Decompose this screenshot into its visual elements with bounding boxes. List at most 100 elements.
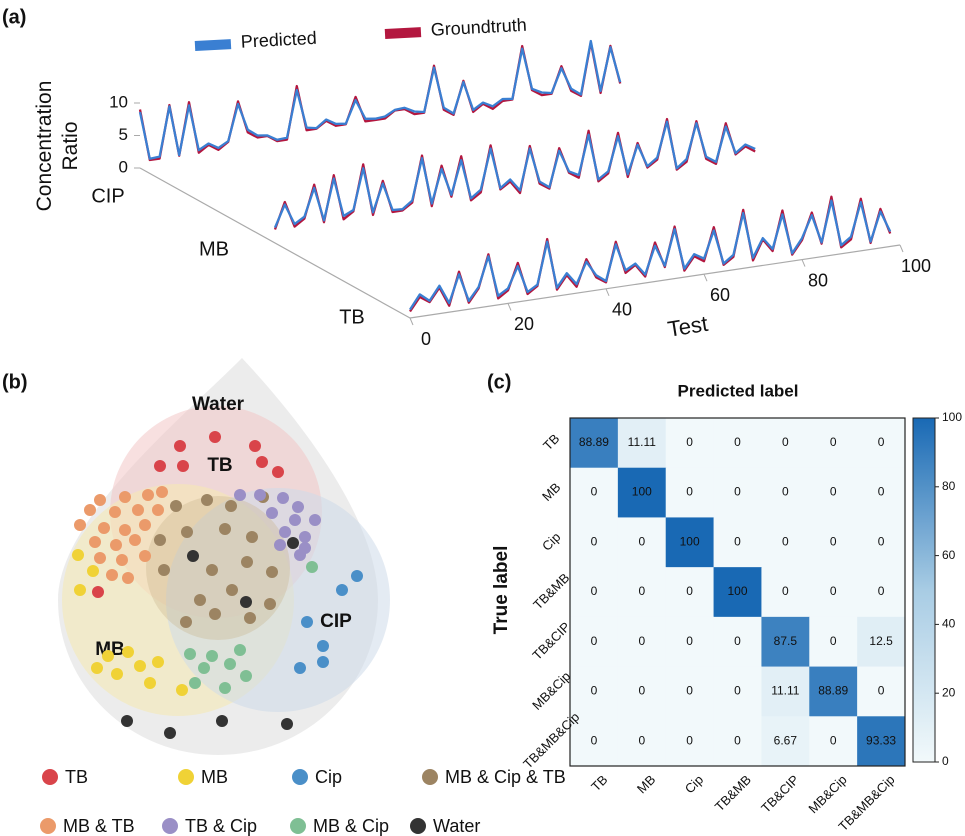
row-label: TB&CIP	[529, 619, 573, 663]
legend-marker	[410, 818, 426, 834]
sample-dot	[89, 536, 101, 548]
x-tick	[802, 260, 805, 267]
sample-dot	[249, 440, 261, 452]
cell-label: 0	[830, 584, 837, 598]
sample-dot	[74, 519, 86, 531]
line-series	[275, 122, 755, 228]
z-tick-label: CIP	[91, 185, 124, 207]
sample-dot	[272, 466, 284, 478]
cell-label: 12.5	[869, 634, 893, 648]
cell-label: 0	[782, 485, 789, 499]
cell-label: 0	[686, 584, 693, 598]
x-axis-label: Test	[666, 311, 710, 342]
cell-label: 0	[734, 485, 741, 499]
cell-label: 0	[591, 733, 598, 747]
panel-label: (b)	[2, 371, 28, 393]
sample-dot	[119, 491, 131, 503]
sample-dot	[309, 514, 321, 526]
legend-marker	[40, 818, 56, 834]
sample-dot	[164, 727, 176, 739]
sample-dot	[87, 565, 99, 577]
cell-label: 0	[830, 634, 837, 648]
column-label: MB&Cip	[805, 772, 849, 816]
sample-dot	[119, 524, 131, 536]
sample-dot	[351, 570, 363, 582]
heatmap-ylabel: True label	[491, 546, 512, 635]
sample-dot	[152, 656, 164, 668]
legend-marker	[162, 818, 178, 834]
cell-label: 0	[686, 634, 693, 648]
cell-label: 0	[638, 634, 645, 648]
sample-dot	[299, 531, 311, 543]
legend-marker	[178, 769, 194, 785]
sample-dot	[206, 564, 218, 576]
y-tick-label: 10	[109, 92, 128, 111]
sample-dot	[219, 682, 231, 694]
sample-dot	[279, 526, 291, 538]
column-label: TB&MB	[712, 772, 754, 814]
sample-dot	[225, 500, 237, 512]
cell-label: 0	[591, 534, 598, 548]
cell-label: 0	[878, 435, 885, 449]
sample-dot	[139, 519, 151, 531]
colorbar	[913, 418, 935, 762]
sample-dot	[246, 531, 258, 543]
sample-dot	[189, 677, 201, 689]
sample-dot	[254, 489, 266, 501]
sample-dot	[74, 584, 86, 596]
cell-label: 0	[638, 534, 645, 548]
x-tick-label: 80	[808, 270, 828, 290]
column-label: TB	[588, 772, 610, 794]
colorbar-tick-label: 60	[942, 548, 956, 562]
legend-swatch	[195, 39, 231, 51]
cell-label: 0	[878, 485, 885, 499]
sample-dot	[201, 494, 213, 506]
line-series	[140, 42, 620, 160]
cell-label: 100	[680, 534, 700, 548]
x-tick-label: 40	[612, 300, 632, 320]
row-label: MB	[539, 480, 563, 504]
sample-dot	[109, 506, 121, 518]
cell-label: 0	[591, 485, 598, 499]
y-tick-label: 0	[119, 157, 128, 176]
line-series	[410, 201, 890, 310]
cell-label: 0	[830, 435, 837, 449]
x-tick	[900, 245, 903, 252]
legend-swatch	[385, 27, 421, 39]
sample-dot	[94, 552, 106, 564]
sample-dot	[206, 650, 218, 662]
sample-dot	[122, 646, 134, 658]
legend-label: MB	[201, 767, 228, 787]
legend-label: MB & TB	[63, 816, 135, 836]
sample-dot	[226, 584, 238, 596]
cell-label: 100	[632, 485, 652, 499]
sample-dot	[92, 586, 104, 598]
sample-dot	[158, 564, 170, 576]
sample-dot	[240, 596, 252, 608]
sample-dot	[122, 572, 134, 584]
sample-dot	[170, 500, 182, 512]
legend-label: Water	[433, 816, 480, 836]
sample-dot	[180, 616, 192, 628]
cell-label: 87.5	[774, 634, 798, 648]
cell-label: 0	[638, 733, 645, 747]
panel-label: (a)	[2, 6, 26, 28]
sample-dot	[132, 504, 144, 516]
y-tick-label: 5	[119, 125, 128, 144]
y-axis-label: Concentration Ratio	[32, 71, 88, 221]
sample-dot	[299, 542, 311, 554]
sample-dot	[142, 489, 154, 501]
cell-label: 0	[686, 684, 693, 698]
cell-label: 100	[727, 584, 747, 598]
colorbar-tick-label: 100	[942, 410, 962, 424]
cell-label: 0	[686, 733, 693, 747]
sample-dot	[176, 684, 188, 696]
cell-label: 0	[878, 584, 885, 598]
cell-label: 0	[782, 584, 789, 598]
line-series	[140, 41, 620, 159]
sample-dot	[292, 501, 304, 513]
colorbar-tick-label: 0	[942, 754, 949, 768]
sample-dot	[72, 549, 84, 561]
x-tick	[508, 303, 511, 310]
sample-dot	[274, 539, 286, 551]
